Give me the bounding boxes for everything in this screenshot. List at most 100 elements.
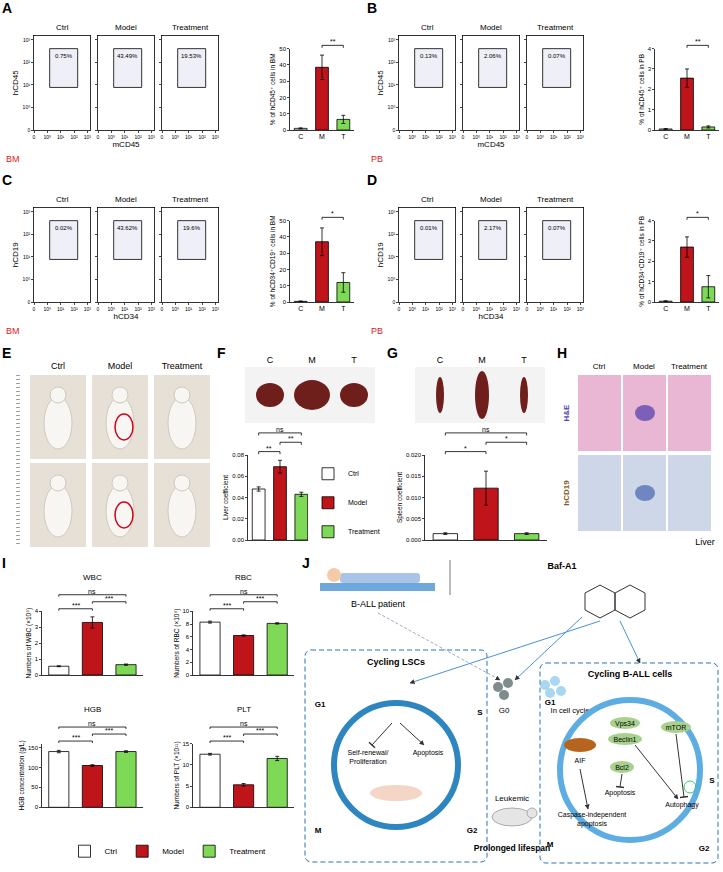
svg-text:hCD45: hCD45 — [11, 70, 20, 95]
svg-text:AIF: AIF — [575, 757, 586, 764]
svg-text:10⁰: 10⁰ — [172, 306, 180, 312]
svg-text:0: 0 — [97, 134, 100, 140]
svg-text:0.00: 0.00 — [232, 537, 244, 543]
svg-text:0.02: 0.02 — [232, 516, 244, 522]
svg-text:0.015: 0.015 — [406, 473, 422, 479]
svg-text:Treatment: Treatment — [172, 195, 209, 204]
svg-text:50: 50 — [279, 46, 286, 52]
svg-text:0.06: 0.06 — [232, 473, 244, 479]
svg-text:Ctrl: Ctrl — [56, 195, 69, 204]
svg-text:WBC: WBC — [83, 573, 102, 582]
svg-text:10: 10 — [183, 762, 190, 768]
svg-text:4: 4 — [35, 608, 39, 614]
svg-text:***: *** — [105, 727, 113, 734]
svg-text:***: *** — [72, 734, 80, 741]
svg-text:100: 100 — [28, 765, 39, 771]
svg-text:10¹: 10¹ — [23, 82, 31, 88]
svg-text:10²: 10² — [70, 306, 78, 312]
svg-text:PLT: PLT — [237, 705, 251, 714]
svg-text:10³: 10³ — [212, 306, 220, 312]
svg-text:M: M — [308, 355, 316, 365]
svg-text:Cycling B-ALL cells: Cycling B-ALL cells — [588, 669, 672, 679]
svg-text:mTOR: mTOR — [666, 724, 686, 731]
svg-text:Treatment: Treatment — [229, 847, 266, 856]
svg-text:10²: 10² — [70, 134, 78, 140]
svg-text:hCD34: hCD34 — [114, 312, 139, 321]
svg-text:***: *** — [256, 727, 264, 734]
svg-text:hCD19: hCD19 — [11, 242, 20, 267]
svg-text:BM: BM — [6, 326, 20, 336]
svg-text:0.75%: 0.75% — [55, 53, 73, 59]
svg-text:ns: ns — [276, 426, 284, 433]
svg-text:Ctrl: Ctrl — [593, 362, 606, 371]
svg-text:G2: G2 — [467, 826, 478, 835]
svg-text:Numbers of RBC (×10⁹): Numbers of RBC (×10⁹) — [173, 609, 181, 678]
svg-text:apoptosis: apoptosis — [577, 820, 607, 828]
svg-text:150: 150 — [28, 745, 39, 751]
svg-text:Model: Model — [480, 195, 502, 204]
svg-text:hCD34: hCD34 — [479, 312, 504, 321]
svg-text:***: *** — [223, 734, 231, 741]
svg-text:Ctrl: Ctrl — [56, 23, 69, 32]
svg-text:0.005: 0.005 — [406, 516, 422, 522]
svg-text:***: *** — [223, 602, 231, 609]
svg-text:hCD45: hCD45 — [376, 70, 385, 95]
svg-text:T: T — [521, 355, 527, 365]
svg-text:0.08: 0.08 — [232, 452, 244, 458]
svg-text:Treatment: Treatment — [172, 23, 209, 32]
svg-text:S: S — [709, 776, 715, 785]
svg-text:10²: 10² — [435, 306, 443, 312]
svg-text:10²: 10² — [563, 134, 571, 140]
svg-text:In cell cycle: In cell cycle — [551, 706, 590, 715]
svg-text:10²: 10² — [134, 134, 142, 140]
svg-text:Caspase-independent: Caspase-independent — [558, 811, 627, 819]
svg-text:10³: 10³ — [84, 306, 92, 312]
svg-text:40: 40 — [279, 62, 286, 68]
svg-text:10⁰: 10⁰ — [409, 306, 417, 312]
svg-text:30: 30 — [279, 78, 286, 84]
svg-text:10⁰: 10⁰ — [388, 276, 396, 282]
svg-text:Ctrl: Ctrl — [105, 847, 118, 856]
svg-text:***: *** — [105, 595, 113, 602]
svg-text:G2: G2 — [699, 844, 710, 853]
svg-text:0: 0 — [283, 299, 287, 305]
svg-text:0: 0 — [283, 127, 287, 133]
svg-text:Treatment: Treatment — [348, 528, 380, 535]
svg-text:H&E: H&E — [562, 404, 571, 422]
svg-text:0.020: 0.020 — [406, 452, 422, 458]
svg-text:ns: ns — [88, 720, 96, 727]
svg-text:G1: G1 — [545, 698, 556, 707]
svg-text:10³: 10³ — [388, 37, 396, 43]
svg-text:0: 0 — [462, 134, 465, 140]
svg-text:10¹: 10¹ — [57, 134, 65, 140]
svg-text:C: C — [298, 305, 303, 312]
svg-text:C: C — [437, 355, 444, 365]
svg-text:10⁰: 10⁰ — [108, 134, 116, 140]
svg-text:M: M — [319, 133, 325, 140]
svg-text:50: 50 — [279, 218, 286, 224]
svg-text:Model: Model — [115, 23, 137, 32]
svg-text:Apoptosis: Apoptosis — [605, 789, 636, 797]
svg-text:T: T — [341, 305, 346, 312]
svg-text:2.17%: 2.17% — [484, 225, 502, 231]
svg-text:20: 20 — [279, 267, 286, 273]
svg-text:M: M — [547, 840, 554, 849]
svg-text:10³: 10³ — [449, 134, 457, 140]
svg-text:ns: ns — [88, 588, 96, 595]
svg-text:10⁰: 10⁰ — [388, 104, 396, 110]
svg-text:0: 0 — [186, 672, 190, 678]
svg-text:% of hCD34⁺CD19⁺ cells in PB: % of hCD34⁺CD19⁺ cells in PB — [638, 216, 645, 307]
svg-text:10³: 10³ — [449, 306, 457, 312]
svg-text:ns: ns — [240, 588, 248, 595]
svg-text:19.6%: 19.6% — [183, 225, 201, 231]
svg-text:Self-renewal/: Self-renewal/ — [348, 749, 389, 756]
svg-text:Prolonged lifespan: Prolonged lifespan — [474, 843, 551, 853]
svg-text:mCD45: mCD45 — [112, 140, 140, 149]
svg-text:BM: BM — [6, 154, 20, 164]
svg-text:0: 0 — [161, 134, 164, 140]
svg-text:10²: 10² — [388, 231, 396, 237]
svg-text:10⁰: 10⁰ — [409, 134, 417, 140]
svg-text:10⁰: 10⁰ — [23, 104, 31, 110]
svg-text:Treatment: Treatment — [671, 362, 708, 371]
svg-text:0: 0 — [392, 127, 395, 133]
